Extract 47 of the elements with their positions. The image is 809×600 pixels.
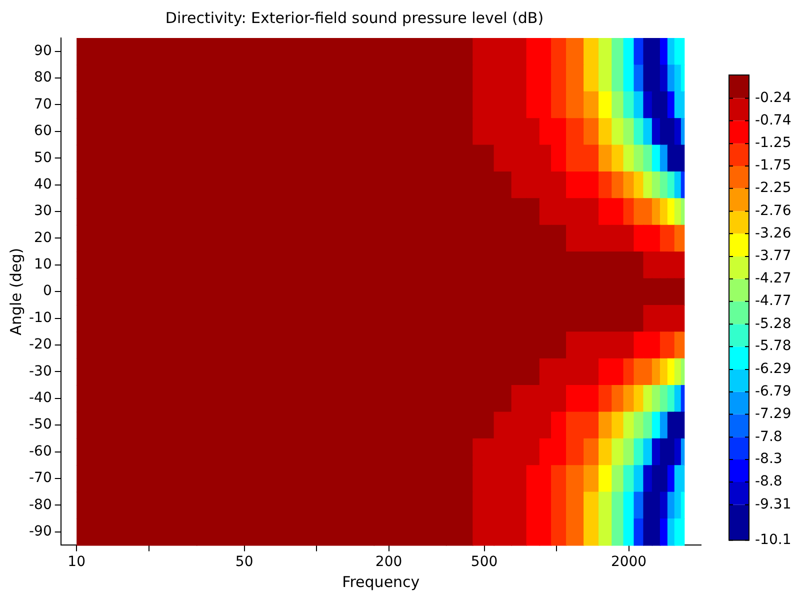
y-tick-label: -80: [28, 496, 52, 513]
color-bar-label: -8.8: [755, 474, 782, 490]
color-bar-label: -7.29: [755, 406, 792, 422]
y-tick-label: 70: [34, 96, 52, 112]
chart-title: Directivity: Exterior-field sound pressure level (dB): [165, 8, 544, 27]
y-tick-label: 0: [42, 283, 52, 300]
x-axis-title: Frequency: [342, 572, 420, 591]
y-tick-label: 50: [34, 150, 52, 166]
x-tick-label: 50: [235, 554, 254, 570]
y-tick-label: 10: [34, 256, 52, 273]
color-bar-label: -5.28: [755, 316, 792, 332]
x-tick-label: 200: [375, 554, 402, 570]
color-bar-label: -1.75: [755, 158, 792, 174]
color-bar-label: -6.79: [755, 383, 792, 400]
x-tick-label: 10: [68, 554, 86, 570]
color-bar-label: -4.27: [755, 270, 792, 287]
y-axis-title: Angle (deg): [6, 248, 25, 336]
color-bar-label: -7.8: [755, 428, 782, 445]
color-bar-label: -0.24: [755, 90, 792, 106]
y-tick-label: -70: [28, 470, 52, 486]
color-bar-label: -0.74: [755, 112, 792, 128]
color-bar-label: -5.78: [755, 338, 792, 354]
x-tick-label: 500: [470, 554, 498, 570]
color-bar-label: -6.29: [755, 361, 792, 378]
y-tick-label: -60: [28, 443, 52, 460]
color-bar-label: -4.77: [755, 292, 792, 309]
y-tick-label: -40: [28, 390, 52, 406]
color-bar-label: -2.25: [755, 180, 792, 196]
color-bar-label: -9.31: [755, 496, 792, 512]
y-tick-label: -90: [28, 523, 52, 540]
y-tick-label: 30: [34, 203, 52, 220]
x-tick-label: 2000: [610, 554, 647, 570]
y-tick-label: -50: [28, 416, 52, 433]
y-tick-label: 60: [34, 123, 52, 140]
color-bar-label: -8.3: [755, 451, 782, 468]
y-tick-label: 40: [34, 176, 52, 192]
color-bar-label: -1.25: [755, 135, 792, 152]
color-bar-label: -2.76: [755, 202, 792, 219]
color-bar-label: -10.1: [755, 532, 792, 548]
y-tick-label: -20: [28, 336, 52, 353]
y-tick-label: -30: [28, 363, 52, 380]
y-tick-label: 20: [34, 230, 52, 246]
y-tick-label: 80: [34, 70, 52, 86]
y-tick-label: -10: [28, 310, 52, 326]
color-bar-label: -3.77: [755, 248, 792, 264]
color-bar-label: -3.26: [755, 225, 792, 242]
y-tick-label: 90: [34, 42, 52, 59]
